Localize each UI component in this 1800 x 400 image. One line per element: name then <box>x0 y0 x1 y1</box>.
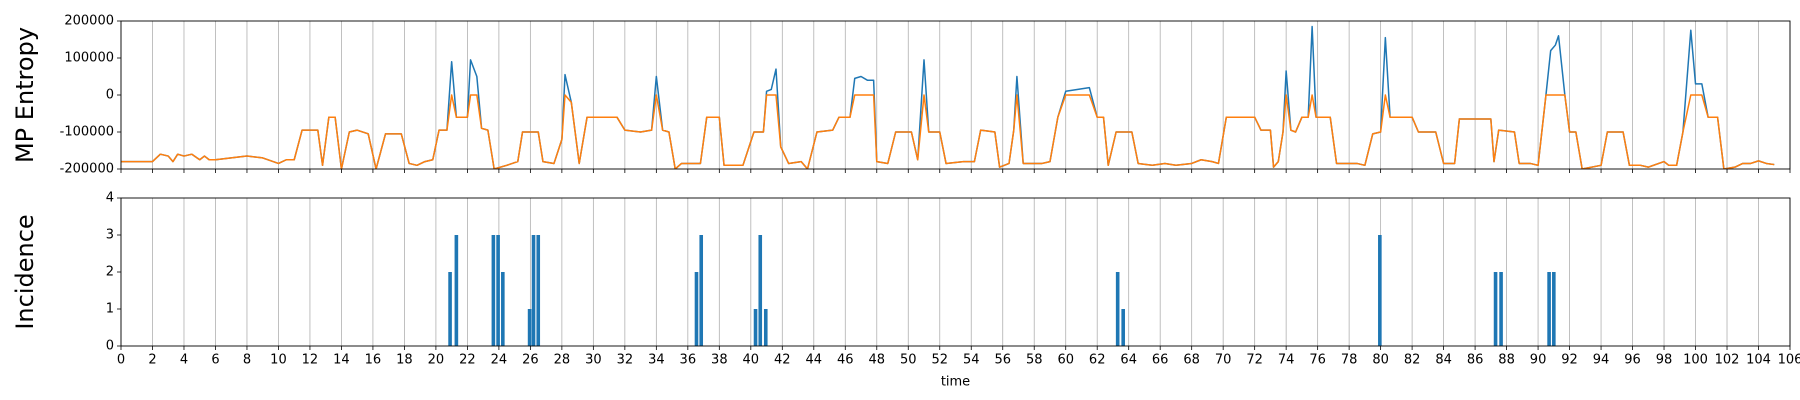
y-axis-label: Incidence <box>11 214 39 329</box>
bar <box>448 272 452 346</box>
x-tick-label: 28 <box>554 353 571 368</box>
bar <box>536 235 541 346</box>
x-tick-label: 4 <box>180 353 188 368</box>
x-tick-label: 26 <box>522 353 539 368</box>
x-tick-label: 86 <box>1467 353 1484 368</box>
x-tick-label: 14 <box>333 353 350 368</box>
x-tick-label: 52 <box>931 353 948 368</box>
bar <box>1121 309 1125 346</box>
y-tick-label: -100000 <box>60 125 114 140</box>
y-tick-label: 100000 <box>64 51 114 66</box>
y-tick-label: 2 <box>106 265 114 280</box>
bar <box>1493 272 1498 346</box>
bar <box>501 272 505 346</box>
x-tick-label: 80 <box>1372 353 1389 368</box>
x-tick-label: 70 <box>1215 353 1232 368</box>
bar <box>763 309 768 346</box>
x-tick-label: 40 <box>743 353 760 368</box>
bar <box>527 309 532 346</box>
x-tick-label: 18 <box>396 353 413 368</box>
x-tick-label: 38 <box>711 353 728 368</box>
x-tick-label: 6 <box>211 353 219 368</box>
x-tick-label: 104 <box>1746 353 1771 368</box>
x-tick-label: 98 <box>1656 353 1673 368</box>
y-tick-label: 0 <box>106 88 114 103</box>
x-tick-label: 10 <box>270 353 287 368</box>
y-tick-label: 1 <box>106 302 114 317</box>
bar <box>496 235 500 346</box>
x-tick-label: 20 <box>428 353 445 368</box>
bar <box>531 235 536 346</box>
y-axis-label: MP Entropy <box>11 27 39 163</box>
x-tick-label: 2 <box>148 353 156 368</box>
x-tick-label: 32 <box>617 353 634 368</box>
y-tick-label: 0 <box>106 339 114 354</box>
x-tick-label: 58 <box>1026 353 1043 368</box>
x-tick-label: 76 <box>1309 353 1326 368</box>
x-tick-label: 82 <box>1404 353 1421 368</box>
x-tick-label: 84 <box>1435 353 1452 368</box>
bar <box>699 235 704 346</box>
bar <box>1115 272 1120 346</box>
x-tick-label: 16 <box>365 353 382 368</box>
y-tick-label: 3 <box>106 228 114 243</box>
axes-frame <box>120 20 1791 170</box>
x-tick-label: 30 <box>585 353 602 368</box>
x-tick-label: 88 <box>1498 353 1515 368</box>
x-tick-label: 64 <box>1120 353 1137 368</box>
bar <box>491 235 496 346</box>
x-tick-label: 90 <box>1530 353 1547 368</box>
x-tick-label: 68 <box>1183 353 1200 368</box>
axes-frame <box>120 197 1791 347</box>
x-tick-label: 34 <box>648 353 665 368</box>
x-tick-label: 8 <box>243 353 251 368</box>
x-tick-label: 48 <box>869 353 886 368</box>
line-series <box>121 25 1775 169</box>
bar <box>694 272 699 346</box>
x-tick-label: 50 <box>900 353 917 368</box>
bar <box>1378 235 1382 346</box>
x-tick-label: 62 <box>1089 353 1106 368</box>
x-tick-label: 102 <box>1715 353 1740 368</box>
x-tick-label: 54 <box>963 353 980 368</box>
bar <box>454 235 459 346</box>
line-series <box>121 94 1775 169</box>
bar <box>1499 272 1503 346</box>
x-tick-label: 74 <box>1278 353 1295 368</box>
x-tick-label: 100 <box>1683 353 1708 368</box>
x-tick-label: 42 <box>774 353 791 368</box>
x-tick-label: 0 <box>117 353 125 368</box>
x-tick-label: 44 <box>806 353 823 368</box>
x-tick-label: 46 <box>837 353 854 368</box>
x-tick-label: 24 <box>491 353 508 368</box>
x-tick-label: 106 <box>1778 353 1800 368</box>
x-tick-label: 94 <box>1593 353 1610 368</box>
bar <box>758 235 763 346</box>
x-tick-label: 72 <box>1246 353 1263 368</box>
x-tick-label: 60 <box>1057 353 1074 368</box>
x-tick-label: 12 <box>302 353 319 368</box>
x-tick-label: 92 <box>1561 353 1578 368</box>
x-tick-label: 22 <box>459 353 476 368</box>
x-axis-label: time <box>941 375 970 390</box>
bar <box>1547 272 1551 346</box>
x-tick-label: 66 <box>1152 353 1169 368</box>
y-tick-label: 4 <box>106 191 114 206</box>
bar <box>753 309 758 346</box>
bar <box>1552 272 1556 346</box>
x-tick-label: 78 <box>1341 353 1358 368</box>
x-tick-label: 56 <box>994 353 1011 368</box>
x-tick-label: 96 <box>1624 353 1641 368</box>
x-tick-label: 36 <box>680 353 697 368</box>
y-tick-label: 200000 <box>64 14 114 29</box>
y-tick-label: -200000 <box>60 162 114 177</box>
